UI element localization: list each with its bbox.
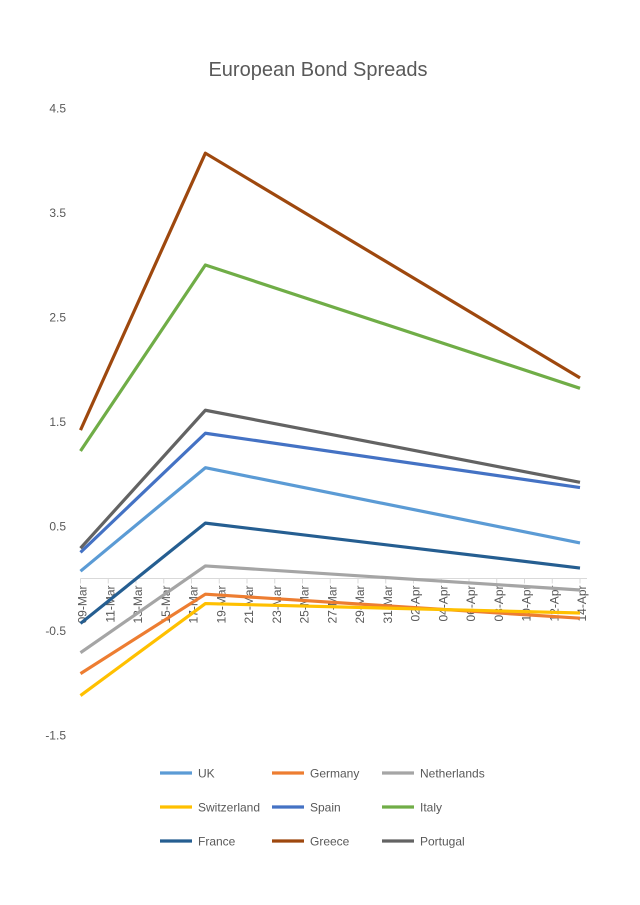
legend-label: France [198, 835, 236, 849]
series-line-spain [79, 431, 581, 554]
legend-label: Germany [310, 767, 359, 781]
series-line-greece [79, 151, 581, 431]
y-tick-label: 0.5 [49, 519, 66, 533]
y-tick-label: -1.5 [45, 728, 66, 742]
legend-item: Italy [382, 801, 442, 815]
legend-item: Portugal [382, 835, 465, 849]
legend-label: Greece [310, 835, 350, 849]
y-tick-label: 3.5 [49, 206, 66, 220]
chart-title: European Bond Spreads [208, 59, 427, 81]
x-tick-label: 06-Apr [464, 586, 478, 622]
legend-item: Germany [272, 767, 359, 781]
legend-item: Greece [272, 835, 350, 849]
x-tick-label: 09-Mar [76, 586, 90, 624]
legend-item: Switzerland [160, 801, 260, 815]
series-line-portugal [79, 408, 581, 550]
legend-label: Italy [420, 801, 442, 815]
y-tick-label: 1.5 [49, 415, 66, 429]
series-line-uk [79, 466, 581, 573]
x-tick-label: 08-Apr [492, 586, 506, 622]
series-line-italy [79, 263, 581, 452]
y-tick-label: -0.5 [45, 624, 66, 638]
series-line-france [79, 521, 581, 625]
series-line-switzerland [79, 601, 581, 697]
y-tick-label: 2.5 [49, 310, 66, 324]
legend-item: Netherlands [382, 767, 485, 781]
legend-label: Netherlands [420, 767, 485, 781]
x-tick-label: 02-Apr [409, 586, 423, 622]
legend-item: UK [160, 767, 215, 781]
legend-label: UK [198, 767, 215, 781]
y-tick-label: 4.5 [49, 101, 66, 115]
series-line-netherlands [79, 564, 581, 655]
legend-label: Portugal [420, 835, 465, 849]
legend-item: Spain [272, 801, 341, 815]
legend-item: France [160, 835, 236, 849]
legend-label: Spain [310, 801, 341, 815]
x-tick-label: 27-Mar [325, 586, 339, 624]
x-tick-label: 04-Apr [436, 586, 450, 622]
legend-label: Switzerland [198, 801, 260, 815]
